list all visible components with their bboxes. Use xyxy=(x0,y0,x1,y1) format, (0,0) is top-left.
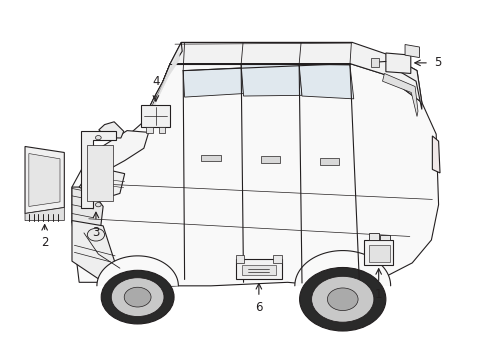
Circle shape xyxy=(327,288,357,311)
Polygon shape xyxy=(25,147,64,213)
Polygon shape xyxy=(241,64,302,96)
Polygon shape xyxy=(261,156,280,163)
Polygon shape xyxy=(201,155,220,161)
Polygon shape xyxy=(146,127,153,134)
Circle shape xyxy=(111,278,163,316)
Polygon shape xyxy=(146,52,180,122)
Polygon shape xyxy=(141,42,182,127)
Polygon shape xyxy=(163,42,421,102)
Polygon shape xyxy=(97,256,178,286)
Polygon shape xyxy=(79,167,124,199)
Polygon shape xyxy=(364,240,392,265)
Polygon shape xyxy=(141,105,170,127)
Text: 3: 3 xyxy=(92,226,100,239)
Circle shape xyxy=(311,276,373,322)
Text: 1: 1 xyxy=(374,288,382,301)
Polygon shape xyxy=(87,145,112,201)
Polygon shape xyxy=(81,131,116,208)
Circle shape xyxy=(101,270,174,324)
Polygon shape xyxy=(385,53,410,73)
Polygon shape xyxy=(299,64,353,99)
Text: 2: 2 xyxy=(41,237,48,249)
Polygon shape xyxy=(320,158,339,165)
Polygon shape xyxy=(81,131,148,171)
Polygon shape xyxy=(235,259,281,279)
Polygon shape xyxy=(379,235,389,240)
Polygon shape xyxy=(273,256,281,262)
Polygon shape xyxy=(404,45,419,58)
Polygon shape xyxy=(72,221,115,279)
Polygon shape xyxy=(242,265,275,275)
Polygon shape xyxy=(382,73,417,117)
Polygon shape xyxy=(72,187,103,226)
Polygon shape xyxy=(159,127,165,134)
Circle shape xyxy=(87,228,104,241)
Polygon shape xyxy=(72,64,438,288)
Polygon shape xyxy=(371,58,378,67)
Text: 5: 5 xyxy=(433,57,440,69)
Text: 4: 4 xyxy=(152,75,159,87)
Polygon shape xyxy=(294,251,390,286)
Circle shape xyxy=(95,136,101,140)
Circle shape xyxy=(124,287,151,307)
Text: 6: 6 xyxy=(255,301,262,314)
Polygon shape xyxy=(29,154,60,207)
Polygon shape xyxy=(368,244,389,262)
Circle shape xyxy=(299,267,385,331)
Polygon shape xyxy=(431,136,439,173)
Polygon shape xyxy=(235,256,244,262)
Polygon shape xyxy=(99,122,123,138)
Polygon shape xyxy=(25,207,64,221)
Circle shape xyxy=(95,203,101,207)
Polygon shape xyxy=(368,233,378,240)
Polygon shape xyxy=(183,68,243,97)
Polygon shape xyxy=(387,55,421,109)
